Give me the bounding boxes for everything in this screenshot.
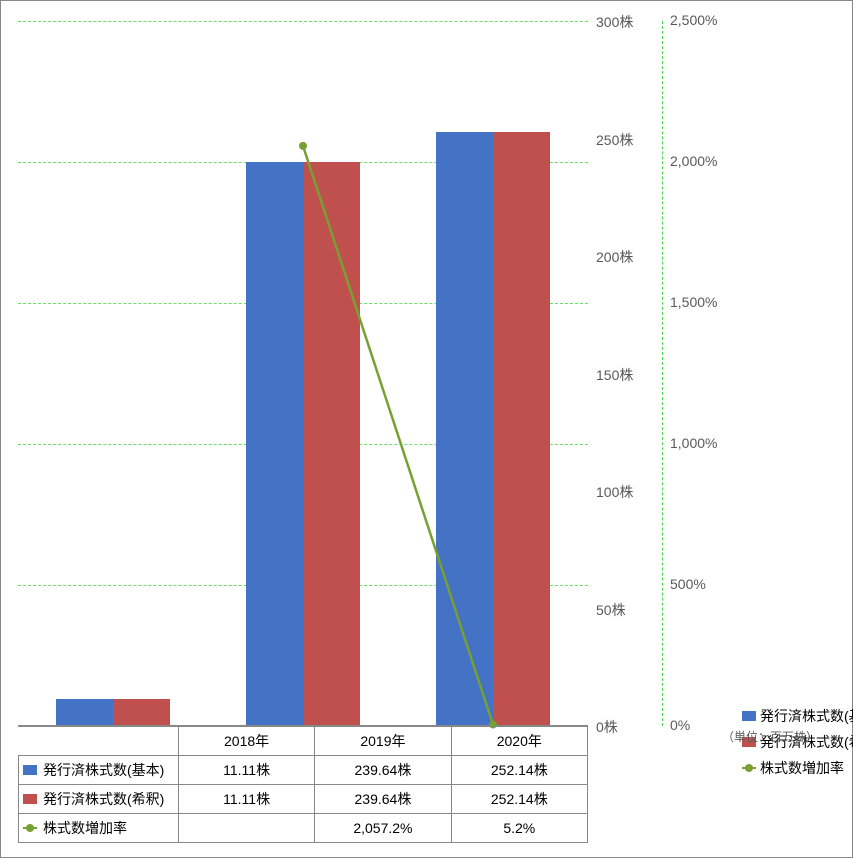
primary-tick-label: 100株 — [596, 482, 633, 502]
table-cell: 239.64株 — [315, 785, 451, 814]
secondary-tick-label: 1,500% — [670, 294, 717, 310]
secondary-tick-label: 2,000% — [670, 153, 717, 169]
row-header-diluted: 発行済株式数(希釈) — [19, 785, 179, 814]
category-header: 2019年 — [315, 727, 451, 756]
secondary-tick-label: 500% — [670, 576, 706, 592]
table-cell: 11.11株 — [178, 756, 314, 785]
bar-basic — [246, 162, 303, 725]
bar-basic — [56, 699, 113, 725]
table-cell: 252.14株 — [451, 785, 587, 814]
unit-label: （単位：百万株） — [722, 728, 818, 745]
table-cell: 2,057.2% — [315, 814, 451, 843]
bar-diluted — [113, 699, 170, 725]
table-cell: 239.64株 — [315, 756, 451, 785]
table-cell: 5.2% — [451, 814, 587, 843]
right-legend: 発行済株式数(基本)発行済株式数(希釈)株式数増加率 — [742, 706, 853, 784]
table-cell: 252.14株 — [451, 756, 587, 785]
secondary-tick-label: 0% — [670, 717, 690, 733]
primary-tick-label: 150株 — [596, 365, 633, 385]
primary-tick-label: 50株 — [596, 600, 626, 620]
plot-area — [18, 21, 588, 726]
legend-item-growth: 株式数増加率 — [742, 758, 853, 778]
primary-tick-label: 300株 — [596, 12, 633, 32]
row-header-basic: 発行済株式数(基本) — [19, 756, 179, 785]
data-table: 2018年2019年2020年発行済株式数(基本)11.11株239.64株25… — [18, 726, 588, 843]
category-header: 2018年 — [178, 727, 314, 756]
bar-diluted — [493, 132, 550, 725]
row-header-growth: 株式数増加率 — [19, 814, 179, 843]
primary-tick-label: 200株 — [596, 247, 633, 267]
table-cell — [178, 814, 314, 843]
bar-diluted — [303, 162, 360, 725]
category-header: 2020年 — [451, 727, 587, 756]
secondary-tick-label: 1,000% — [670, 435, 717, 451]
secondary-tick-label: 2,500% — [670, 12, 717, 28]
table-cell: 11.11株 — [178, 785, 314, 814]
legend-item-basic: 発行済株式数(基本) — [742, 706, 853, 726]
bar-basic — [436, 132, 493, 725]
primary-tick-label: 250株 — [596, 130, 633, 150]
primary-tick-label: 0株 — [596, 717, 618, 737]
shares-chart: 発行済株式数(基本)発行済株式数(希釈)株式数増加率 （単位：百万株） 0%50… — [0, 0, 853, 858]
